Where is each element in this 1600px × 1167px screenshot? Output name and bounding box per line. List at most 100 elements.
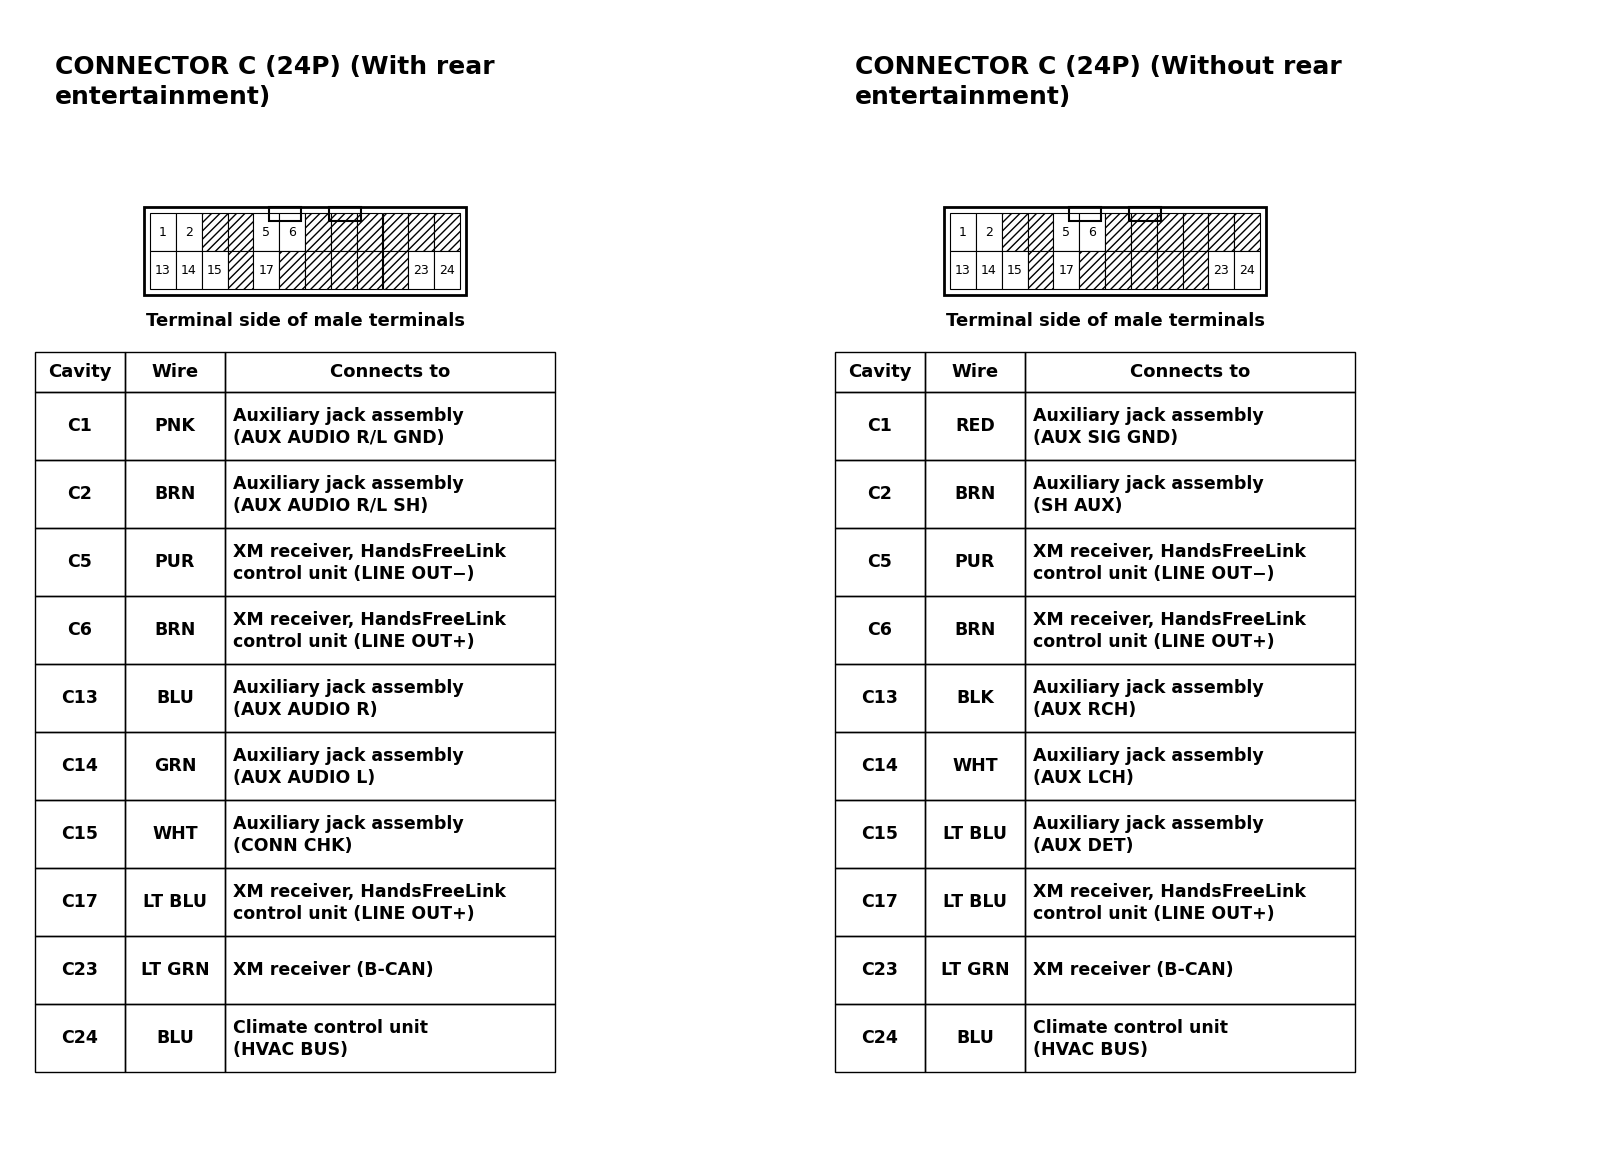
Text: Wire: Wire (152, 363, 198, 380)
Text: entertainment): entertainment) (854, 85, 1072, 109)
Bar (330, 207, 362, 221)
Bar (306, 214, 331, 251)
Bar (226, 527, 555, 596)
Text: Cavity: Cavity (848, 363, 912, 380)
Text: C17: C17 (61, 893, 99, 911)
Text: (HVAC BUS): (HVAC BUS) (234, 1041, 349, 1060)
Text: Terminal side of male terminals: Terminal side of male terminals (146, 312, 464, 330)
Text: XM receiver, HandsFreeLink: XM receiver, HandsFreeLink (234, 543, 506, 561)
Text: Auxiliary jack assembly: Auxiliary jack assembly (234, 815, 464, 833)
Text: C17: C17 (861, 893, 899, 911)
Text: C13: C13 (861, 689, 899, 707)
Bar (202, 214, 227, 251)
Bar (125, 527, 226, 596)
Text: C15: C15 (61, 825, 99, 843)
Bar (1234, 251, 1259, 289)
Bar (1027, 214, 1053, 251)
Text: (AUX AUDIO L): (AUX AUDIO L) (234, 769, 376, 788)
Bar (434, 251, 461, 289)
Text: (HVAC BUS): (HVAC BUS) (1034, 1041, 1149, 1060)
Text: 2: 2 (986, 225, 992, 238)
Bar (125, 801, 226, 868)
Text: C5: C5 (67, 553, 93, 571)
Bar (1234, 214, 1259, 251)
Text: (CONN CHK): (CONN CHK) (234, 837, 352, 855)
Bar (925, 801, 1026, 868)
Text: C2: C2 (867, 485, 893, 503)
Bar (925, 732, 1026, 801)
Bar (835, 1004, 925, 1072)
Bar (925, 868, 1026, 936)
Bar (1106, 251, 1131, 289)
Bar (253, 251, 278, 289)
Text: XM receiver (B-CAN): XM receiver (B-CAN) (1034, 960, 1234, 979)
Bar (1182, 214, 1208, 251)
Text: Auxiliary jack assembly: Auxiliary jack assembly (234, 747, 464, 764)
Bar (125, 936, 226, 1004)
Bar (1130, 207, 1162, 221)
Bar (226, 936, 555, 1004)
Bar (35, 732, 125, 801)
Bar (331, 251, 357, 289)
Text: control unit (LINE OUT−): control unit (LINE OUT−) (234, 565, 475, 584)
Bar (35, 801, 125, 868)
Text: XM receiver, HandsFreeLink: XM receiver, HandsFreeLink (234, 610, 506, 629)
Text: PNK: PNK (155, 417, 195, 435)
Bar (357, 251, 382, 289)
Text: Wire: Wire (952, 363, 998, 380)
Text: BRN: BRN (154, 485, 195, 503)
Bar (125, 460, 226, 527)
Text: Climate control unit: Climate control unit (1034, 1019, 1229, 1036)
Text: C24: C24 (861, 1029, 899, 1047)
Text: control unit (LINE OUT+): control unit (LINE OUT+) (1034, 906, 1275, 923)
Text: control unit (LINE OUT+): control unit (LINE OUT+) (234, 906, 475, 923)
Text: Climate control unit: Climate control unit (234, 1019, 429, 1036)
Text: C1: C1 (867, 417, 893, 435)
Bar (226, 732, 555, 801)
Text: 24: 24 (1240, 264, 1254, 277)
Text: C23: C23 (861, 960, 899, 979)
Bar (835, 732, 925, 801)
Bar (408, 214, 434, 251)
Bar (925, 596, 1026, 664)
Text: XM receiver, HandsFreeLink: XM receiver, HandsFreeLink (234, 882, 506, 901)
Text: BLU: BLU (957, 1029, 994, 1047)
Text: Cavity: Cavity (48, 363, 112, 380)
Bar (150, 251, 176, 289)
Text: XM receiver, HandsFreeLink: XM receiver, HandsFreeLink (1034, 543, 1306, 561)
Bar (1182, 251, 1208, 289)
Bar (253, 214, 278, 251)
Bar (835, 868, 925, 936)
Bar (408, 251, 434, 289)
Text: Auxiliary jack assembly: Auxiliary jack assembly (1034, 407, 1264, 425)
Bar (226, 664, 555, 732)
Text: BRN: BRN (154, 621, 195, 640)
Bar (434, 214, 461, 251)
Text: 23: 23 (1213, 264, 1229, 277)
Bar (278, 251, 306, 289)
Text: Auxiliary jack assembly: Auxiliary jack assembly (1034, 679, 1264, 697)
Bar (125, 596, 226, 664)
Text: BLU: BLU (157, 689, 194, 707)
Text: 1: 1 (158, 225, 166, 238)
Text: BLK: BLK (957, 689, 994, 707)
Bar (1157, 214, 1182, 251)
Bar (1026, 1004, 1355, 1072)
Text: C1: C1 (67, 417, 93, 435)
Bar (176, 214, 202, 251)
Bar (35, 527, 125, 596)
Bar (125, 868, 226, 936)
Bar (35, 460, 125, 527)
Text: C6: C6 (67, 621, 93, 640)
Bar (835, 664, 925, 732)
Bar (925, 352, 1026, 392)
Bar (835, 801, 925, 868)
Bar (925, 1004, 1026, 1072)
Bar (382, 214, 408, 251)
Text: control unit (LINE OUT+): control unit (LINE OUT+) (1034, 634, 1275, 651)
Bar (35, 664, 125, 732)
Bar (35, 392, 125, 460)
Bar (1026, 664, 1355, 732)
Text: WHT: WHT (952, 757, 998, 775)
Text: 6: 6 (1088, 225, 1096, 238)
